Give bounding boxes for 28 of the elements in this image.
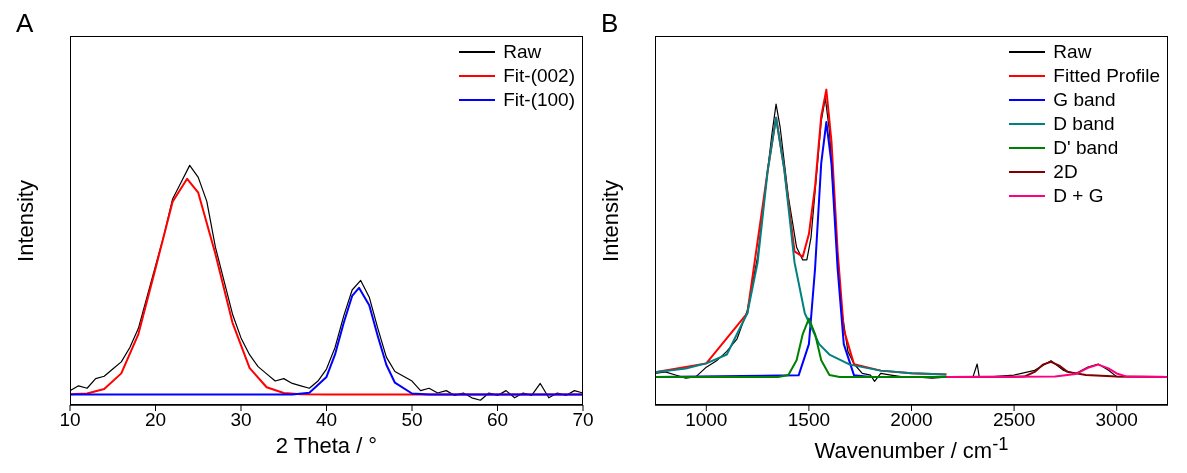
x-tick-label: 60: [486, 409, 509, 431]
legend-label: Raw: [503, 40, 542, 64]
chart-title: B: [601, 8, 619, 39]
x-tick-label: 20: [144, 409, 167, 431]
legend-label: Fitted Profile: [1053, 64, 1160, 88]
x-tick-label: 70: [572, 409, 594, 431]
x-tick-label: 2000: [890, 409, 933, 431]
x-tick-label: 10: [59, 409, 81, 431]
x-tick-label: 3000: [1095, 409, 1138, 431]
x-axis-title: Wavenumber / cm$^{-1}$: [814, 433, 1009, 465]
y-axis-title: Intensity: [13, 179, 39, 262]
legend-label: Fit-(002): [503, 64, 575, 88]
x-tick-label: 2500: [992, 409, 1036, 431]
x-tick-label: 30: [230, 409, 252, 431]
x-tick-label: 50: [401, 409, 423, 431]
chart-title: A: [16, 8, 34, 39]
legend-label: D + G: [1053, 184, 1104, 208]
legend-label: 2D: [1053, 160, 1078, 184]
legend-label: Raw: [1053, 40, 1092, 64]
x-axis-title: 2 Theta / °: [275, 433, 378, 459]
x-tick-label: 40: [315, 409, 338, 431]
x-tick-label: 1000: [685, 409, 728, 431]
y-axis-title: Intensity: [598, 179, 624, 262]
legend-label: D' band: [1053, 136, 1119, 160]
x-tick-label: 1500: [787, 409, 831, 431]
legend-label: G band: [1053, 88, 1116, 112]
legend-label: Fit-(100): [503, 88, 575, 112]
legend-label: D band: [1053, 112, 1115, 136]
